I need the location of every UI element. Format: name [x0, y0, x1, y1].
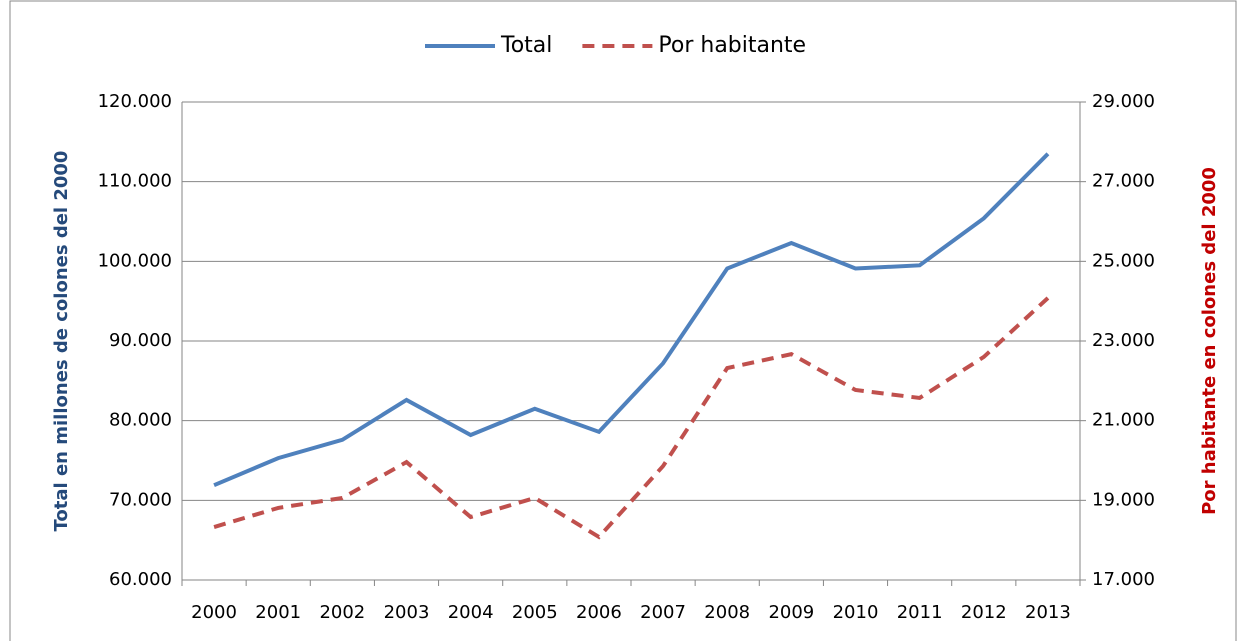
y-tick-label: 100.000 [98, 250, 172, 271]
x-tick-label: 2001 [255, 602, 301, 623]
y-tick-label: 120.000 [98, 91, 172, 112]
y2-tick-label: 23.000 [1092, 330, 1155, 351]
series-line [213, 296, 1050, 540]
y-tick-label: 60.000 [109, 569, 172, 590]
x-tick-label: 2002 [319, 602, 365, 623]
x-tick-label: 2010 [833, 602, 879, 623]
x-tick-label: 2009 [768, 602, 814, 623]
x-tick-label: 2013 [1025, 602, 1071, 623]
x-tick-label: 2005 [512, 602, 558, 623]
x-tick-label: 2007 [640, 602, 686, 623]
y2-tick-label: 27.000 [1092, 171, 1155, 192]
y-tick-label: 90.000 [109, 330, 172, 351]
y-tick-label: 110.000 [98, 171, 172, 192]
y2-axis-label: Por habitante en colones del 2000 [1199, 167, 1220, 515]
y2-tick-label: 17.000 [1092, 569, 1155, 590]
chart-frame [9, 0, 1237, 641]
x-tick-label: 2003 [384, 602, 430, 623]
y2-tick-label: 29.000 [1092, 91, 1155, 112]
x-tick-label: 2008 [704, 602, 750, 623]
x-tick-label: 2006 [576, 602, 622, 623]
y2-tick-label: 21.000 [1092, 410, 1155, 431]
x-tick-label: 2012 [961, 602, 1007, 623]
legend-label: Por habitante [658, 33, 806, 58]
y2-tick-label: 19.000 [1092, 489, 1155, 510]
x-tick-label: 2011 [897, 602, 943, 623]
x-tick-label: 2000 [191, 602, 237, 623]
y-tick-label: 70.000 [109, 489, 172, 510]
y2-tick-label: 25.000 [1092, 250, 1155, 271]
y-tick-label: 80.000 [109, 410, 172, 431]
legend-label: Total [500, 33, 552, 58]
series-line [213, 152, 1050, 488]
x-tick-label: 2004 [448, 602, 494, 623]
y-axis-label: Total en millones de colones del 2000 [51, 151, 72, 532]
